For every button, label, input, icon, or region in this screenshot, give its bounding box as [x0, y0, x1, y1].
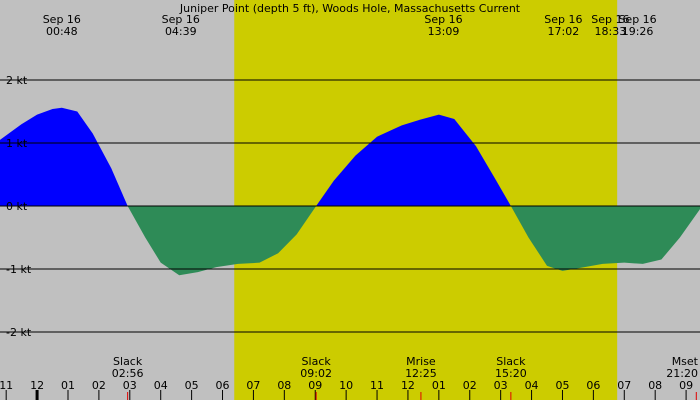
event-label: Mrise [406, 355, 436, 368]
x-tick-label: 07 [246, 379, 260, 392]
event-date: Sep 16 [544, 13, 582, 26]
x-tick-label: 05 [185, 379, 199, 392]
x-tick-label: 07 [617, 379, 631, 392]
ebb-area [127, 205, 317, 276]
x-tick-label: 01 [432, 379, 446, 392]
event-time: 04:39 [165, 25, 197, 38]
event-label: Mset [672, 355, 699, 368]
y-tick-label: 2 kt [6, 74, 28, 87]
event-time: 02:56 [112, 367, 144, 380]
event-date: Sep 16 [162, 13, 200, 26]
x-tick-label: 11 [370, 379, 384, 392]
event-time: 19:26 [622, 25, 654, 38]
event-time: 09:02 [300, 367, 332, 380]
y-tick-label: 1 kt [6, 137, 28, 150]
event-label: Slack [496, 355, 526, 368]
x-tick-label: 10 [339, 379, 353, 392]
event-date: Sep 16 [424, 13, 462, 26]
y-tick-label: 0 kt [6, 200, 28, 213]
event-time: 21:20 [666, 367, 698, 380]
x-tick-label: 08 [648, 379, 662, 392]
x-tick-label: 03 [494, 379, 508, 392]
chart-title: Juniper Point (depth 5 ft), Woods Hole, … [179, 2, 521, 15]
x-tick-label: 05 [555, 379, 569, 392]
ebb-area [510, 205, 700, 271]
event-time: 17:02 [548, 25, 580, 38]
event-date: Sep 16 [591, 13, 629, 26]
x-tick-label: 06 [586, 379, 600, 392]
y-tick-label: -2 kt [6, 326, 32, 339]
x-tick-label: 12 [30, 379, 44, 392]
x-tick-label: 04 [154, 379, 168, 392]
event-label: Slack [302, 355, 332, 368]
event-date: Sep 16 [618, 13, 656, 26]
event-date: Sep 16 [43, 13, 81, 26]
event-time: 15:20 [495, 367, 527, 380]
x-tick-label: 04 [525, 379, 539, 392]
event-time: 00:48 [46, 25, 78, 38]
x-tick-label: 09 [308, 379, 322, 392]
x-tick-label: 02 [463, 379, 477, 392]
event-time: 18:33 [595, 25, 627, 38]
x-tick-label: 02 [92, 379, 106, 392]
y-tick-label: -1 kt [6, 263, 32, 276]
x-tick-label: 11 [0, 379, 13, 392]
flood-area [0, 107, 128, 206]
flood-area [316, 114, 511, 206]
event-label: Slack [113, 355, 143, 368]
x-tick-label: 08 [277, 379, 291, 392]
x-tick-label: 03 [123, 379, 137, 392]
x-tick-label: 12 [401, 379, 415, 392]
x-tick-label: 01 [61, 379, 75, 392]
x-tick-label: 09 [679, 379, 693, 392]
x-tick-label: 06 [216, 379, 230, 392]
event-time: 13:09 [428, 25, 460, 38]
event-time: 12:25 [405, 367, 437, 380]
